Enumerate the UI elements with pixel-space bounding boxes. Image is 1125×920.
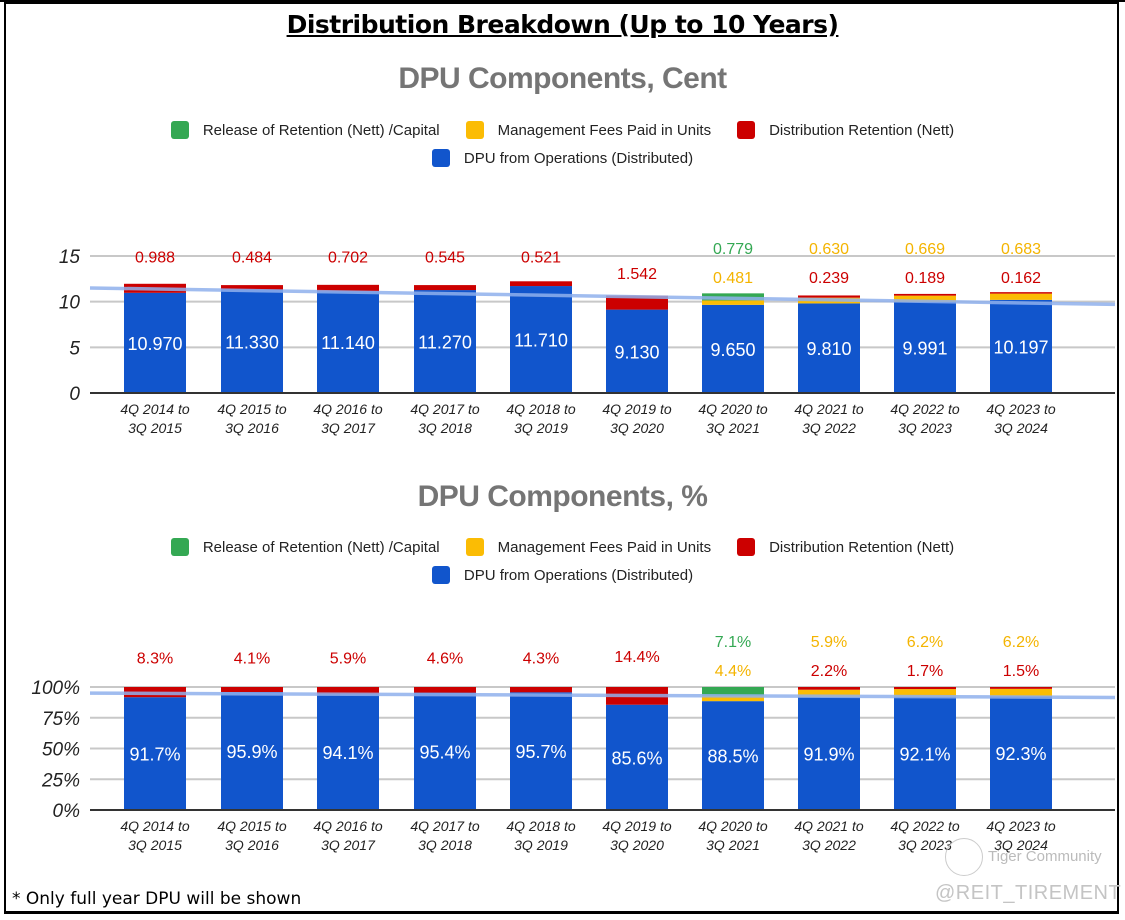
tiger-logo-icon xyxy=(945,838,983,876)
swatch-mgmt-fees xyxy=(465,538,484,556)
footnote: * Only full year DPU will be shown xyxy=(12,889,302,909)
legend-item-release[interactable]: Release of Retention (Nett) /Capital xyxy=(170,538,440,556)
legend-row-2: DPU from Operations (Distributed) xyxy=(0,149,1125,167)
legend-label: Management Fees Paid in Units xyxy=(497,121,712,139)
legend-item-dpu-ops[interactable]: DPU from Operations (Distributed) xyxy=(431,566,694,584)
top-border xyxy=(0,0,1125,2)
legend-row-1: Release of Retention (Nett) /Capital Man… xyxy=(0,121,1125,139)
legend-item-release[interactable]: Release of Retention (Nett) /Capital xyxy=(170,121,440,139)
swatch-release xyxy=(170,121,189,139)
legend-item-mgmt-fees[interactable]: Management Fees Paid in Units xyxy=(465,538,712,556)
legend-label: Release of Retention (Nett) /Capital xyxy=(202,121,440,139)
legend-row-1: Release of Retention (Nett) /Capital Man… xyxy=(0,538,1125,556)
legend-label: Release of Retention (Nett) /Capital xyxy=(202,538,440,556)
watermark-community: Tiger Community xyxy=(988,848,1102,865)
legend-item-mgmt-fees[interactable]: Management Fees Paid in Units xyxy=(465,121,712,139)
legend-label: DPU from Operations (Distributed) xyxy=(463,149,694,167)
page-title: Distribution Breakdown (Up to 10 Years) xyxy=(286,10,839,39)
swatch-retention xyxy=(737,538,756,556)
swatch-mgmt-fees xyxy=(465,121,484,139)
chart-title-cent: DPU Components, Cent xyxy=(398,62,727,95)
legend-label: Management Fees Paid in Units xyxy=(497,538,712,556)
legend-item-retention[interactable]: Distribution Retention (Nett) xyxy=(737,121,954,139)
legend-item-retention[interactable]: Distribution Retention (Nett) xyxy=(737,538,954,556)
legend-label: Distribution Retention (Nett) xyxy=(769,121,955,139)
legend-label: Distribution Retention (Nett) xyxy=(769,538,955,556)
legend-item-dpu-ops[interactable]: DPU from Operations (Distributed) xyxy=(431,149,694,167)
swatch-retention xyxy=(737,121,756,139)
legend-row-2: DPU from Operations (Distributed) xyxy=(0,566,1125,584)
watermark-handle: @REIT_TIREMENT xyxy=(935,882,1122,904)
swatch-dpu-ops xyxy=(431,566,450,584)
swatch-release xyxy=(170,538,189,556)
swatch-dpu-ops xyxy=(431,149,450,167)
page-frame xyxy=(4,2,1119,914)
chart-title-percent: DPU Components, % xyxy=(417,480,708,513)
legend-label: DPU from Operations (Distributed) xyxy=(463,566,694,584)
